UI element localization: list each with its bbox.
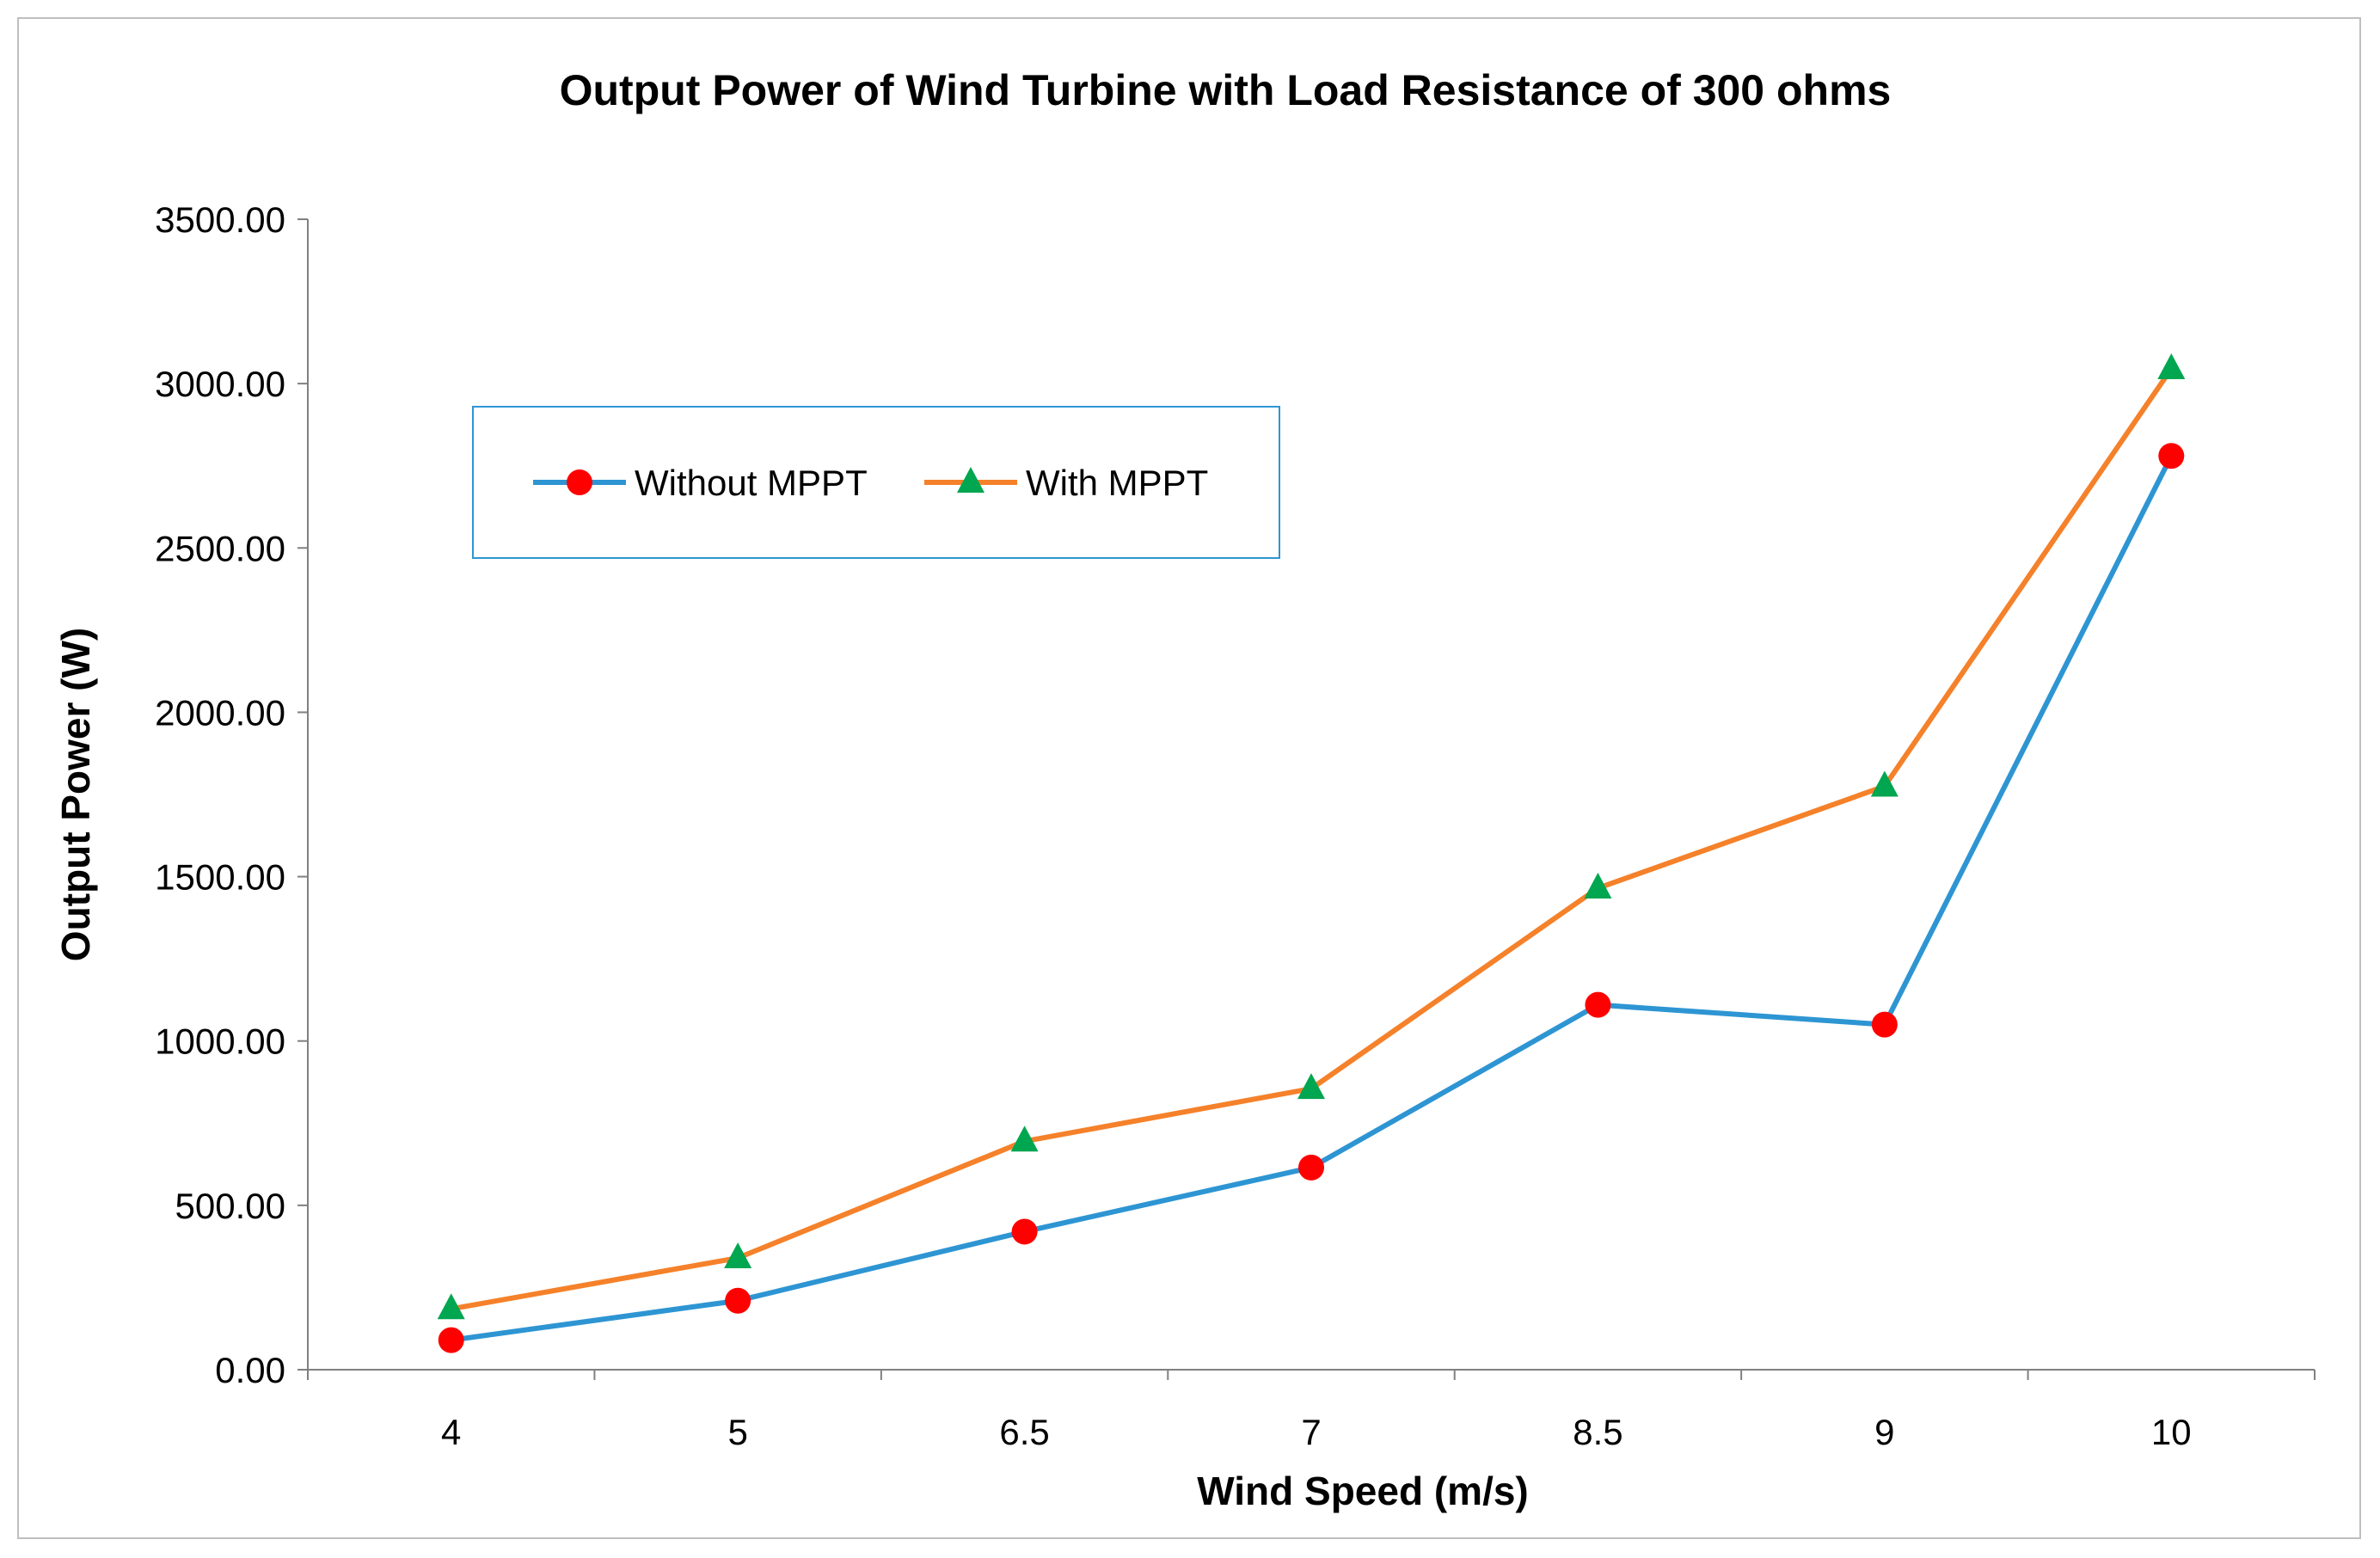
y-tick-label: 3000.00 (155, 364, 285, 404)
data-point (1584, 872, 1612, 899)
legend-label: Without MPPT (635, 463, 868, 503)
data-point (1297, 1073, 1325, 1100)
y-tick-label: 3500.00 (155, 199, 285, 240)
x-tick-label: 4 (441, 1412, 461, 1452)
chart-title: Output Power of Wind Turbine with Load R… (560, 66, 1892, 114)
series-without-mppt (438, 443, 2185, 1353)
x-tick-label: 8.5 (1573, 1412, 1622, 1452)
chart-frame (17, 17, 2361, 1539)
legend-label: With MPPT (1026, 463, 1208, 503)
data-point (2158, 443, 2185, 469)
series-layer (437, 353, 2186, 1353)
data-point (1870, 770, 1898, 797)
x-ticks: 4 5 6.5 7 8.5 9 10 (307, 1370, 2316, 1452)
legend-marker (957, 467, 985, 493)
y-axis-title: Output Power (W) (53, 628, 98, 961)
y-tick-label: 500.00 (175, 1186, 285, 1226)
y-tick-label: 1500.00 (155, 857, 285, 898)
legend: Without MPPT With MPPT (472, 406, 1280, 559)
y-tick-label: 1000.00 (155, 1021, 285, 1062)
legend-item: Without MPPT (533, 463, 868, 503)
series-with-mppt (437, 353, 2186, 1320)
data-point (1011, 1218, 1038, 1245)
data-point (1871, 1011, 1898, 1038)
data-point (437, 1293, 465, 1320)
x-tick-label: 7 (1301, 1412, 1321, 1452)
data-point (438, 1327, 464, 1353)
x-axis-title: Wind Speed (m/s) (1197, 1469, 1529, 1513)
legend-items: Without MPPT With MPPT (533, 463, 1208, 503)
legend-item: With MPPT (924, 463, 1208, 503)
y-ticks: 0.00 500.00 1000.00 1500.00 2000.00 2500.00 30… (155, 199, 308, 1390)
y-tick-label: 0.00 (215, 1350, 285, 1390)
data-point (725, 1287, 751, 1314)
legend-marker (567, 469, 592, 495)
y-tick-label: 2500.00 (155, 528, 285, 568)
data-point (1010, 1126, 1039, 1152)
data-point (724, 1242, 752, 1269)
data-point (1298, 1154, 1324, 1181)
data-point (2157, 353, 2186, 379)
y-tick-label: 2000.00 (155, 692, 285, 733)
x-tick-label: 6.5 (999, 1412, 1049, 1452)
x-tick-label: 9 (1874, 1412, 1894, 1452)
x-tick-label: 10 (2151, 1412, 2192, 1452)
data-point (1585, 991, 1611, 1018)
series-line (451, 454, 2174, 1343)
x-tick-label: 5 (727, 1412, 747, 1452)
